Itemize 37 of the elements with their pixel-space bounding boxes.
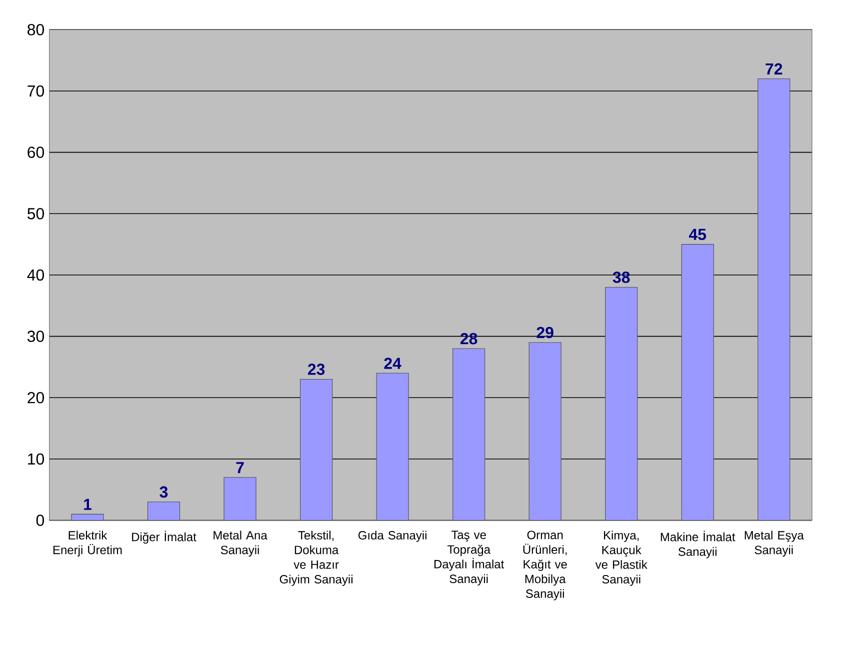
x-tick-label: Kimya, Kauçuk ve Plastik Sanayii: [595, 530, 648, 586]
x-tick-label: Elektrik Enerji Üretim: [53, 530, 122, 557]
x-tick-label: Taş ve Toprağa Dayalı İmalat Sanayii: [434, 530, 504, 586]
bar: [71, 514, 104, 520]
x-tick-label: Orman Ürünleri, Kağıt ve Mobilya Sanayii: [523, 530, 567, 600]
data-label: 1: [84, 498, 92, 510]
bar: [452, 348, 486, 520]
y-tick-label: 50: [27, 208, 44, 220]
bar: [681, 244, 714, 520]
x-tick-label: Diğer İmalat: [132, 530, 196, 544]
bar: [605, 286, 638, 520]
data-label: 72: [766, 63, 782, 74]
data-label: 24: [384, 358, 402, 369]
x-tick-label: Metal Ana Sanayii: [214, 530, 268, 557]
y-tick-label: 10: [28, 453, 44, 465]
x-tick-label: Tekstil, Dokuma ve Hazır Giyim Sanayii: [280, 530, 352, 586]
y-tick-label: 80: [28, 24, 44, 36]
bar: [758, 78, 790, 520]
y-tick-label: 70: [28, 85, 44, 97]
x-tick-label: Metal Eşya Sanayii: [744, 530, 804, 557]
y-tick-label: 20: [28, 392, 44, 404]
bar: [528, 342, 562, 520]
y-tick-label: 40: [27, 269, 44, 281]
x-tick-label: Gıda Sanayii: [358, 530, 426, 542]
y-tick-label: 60: [28, 146, 44, 158]
data-label: 7: [236, 462, 244, 474]
x-tick-label: Makine İmalat Sanayii: [660, 530, 736, 558]
data-label: 3: [160, 486, 168, 498]
y-tick-label: 0: [36, 514, 44, 526]
bar: [147, 502, 180, 520]
bar: [376, 372, 409, 520]
data-label: 45: [688, 228, 706, 240]
data-label: 23: [308, 364, 325, 375]
y-tick-label: 30: [27, 330, 44, 342]
bar: [300, 378, 333, 520]
bar: [224, 477, 256, 520]
data-label: 29: [536, 326, 554, 338]
